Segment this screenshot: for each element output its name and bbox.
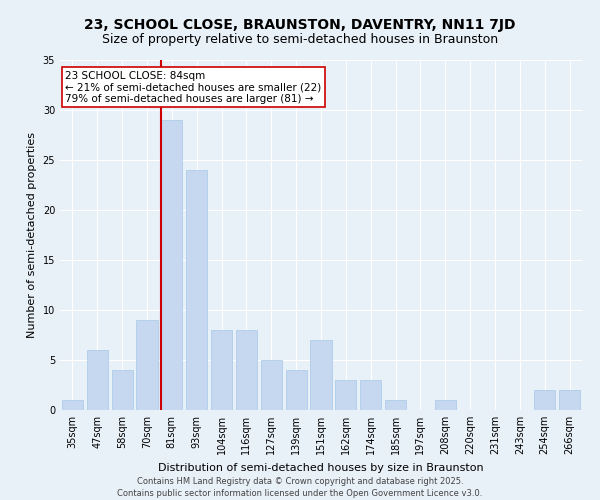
Bar xyxy=(385,400,406,410)
Y-axis label: Number of semi-detached properties: Number of semi-detached properties xyxy=(27,132,37,338)
Bar xyxy=(261,360,282,410)
Bar xyxy=(236,330,257,410)
Text: Contains HM Land Registry data © Crown copyright and database right 2025.
Contai: Contains HM Land Registry data © Crown c… xyxy=(118,476,482,498)
Bar xyxy=(87,350,108,410)
Bar xyxy=(286,370,307,410)
Text: 23, SCHOOL CLOSE, BRAUNSTON, DAVENTRY, NN11 7JD: 23, SCHOOL CLOSE, BRAUNSTON, DAVENTRY, N… xyxy=(84,18,516,32)
Bar xyxy=(186,170,207,410)
Bar xyxy=(435,400,456,410)
Bar xyxy=(559,390,580,410)
Bar xyxy=(62,400,83,410)
Bar xyxy=(534,390,555,410)
X-axis label: Distribution of semi-detached houses by size in Braunston: Distribution of semi-detached houses by … xyxy=(158,462,484,472)
Bar xyxy=(360,380,381,410)
Text: 23 SCHOOL CLOSE: 84sqm
← 21% of semi-detached houses are smaller (22)
79% of sem: 23 SCHOOL CLOSE: 84sqm ← 21% of semi-det… xyxy=(65,70,322,104)
Bar xyxy=(136,320,158,410)
Text: Size of property relative to semi-detached houses in Braunston: Size of property relative to semi-detach… xyxy=(102,32,498,46)
Bar xyxy=(161,120,182,410)
Bar xyxy=(335,380,356,410)
Bar xyxy=(310,340,332,410)
Bar xyxy=(211,330,232,410)
Bar xyxy=(112,370,133,410)
